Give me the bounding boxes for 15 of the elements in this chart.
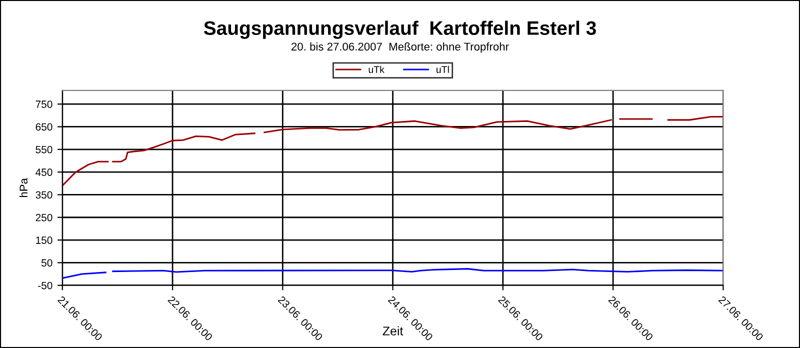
y-tick-label: 150 xyxy=(36,236,52,244)
y-tick-label: 450 xyxy=(36,168,52,176)
y-tick-label: 350 xyxy=(36,191,52,199)
legend-label: uTl xyxy=(436,66,449,73)
y-axis-title: hPa xyxy=(19,178,28,198)
y-tick-label: 550 xyxy=(36,146,52,154)
legend-label: uTk xyxy=(368,66,384,73)
y-tick-label: 250 xyxy=(36,214,52,222)
y-tick-label: -50 xyxy=(38,282,52,290)
x-axis-title: Zeit xyxy=(382,326,404,336)
y-tick-label: 50 xyxy=(42,259,52,267)
y-tick-label: 650 xyxy=(36,123,52,131)
y-tick-label: 750 xyxy=(36,100,52,108)
chart-subtitle: 20. bis 27.06.2007 Meßorte: ohne Tropfrohr xyxy=(292,42,509,53)
chart-title: Saugspannungsverlauf Kartoffeln Esterl 3 xyxy=(204,20,596,39)
